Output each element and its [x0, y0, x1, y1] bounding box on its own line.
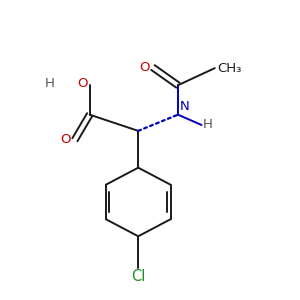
Text: O: O: [60, 133, 70, 146]
Text: CH₃: CH₃: [218, 61, 242, 75]
Text: H: H: [203, 118, 213, 131]
Text: N: N: [179, 100, 189, 113]
Text: O: O: [78, 77, 88, 90]
Text: H: H: [44, 77, 54, 90]
Text: Cl: Cl: [131, 269, 146, 284]
Text: O: O: [140, 61, 150, 74]
